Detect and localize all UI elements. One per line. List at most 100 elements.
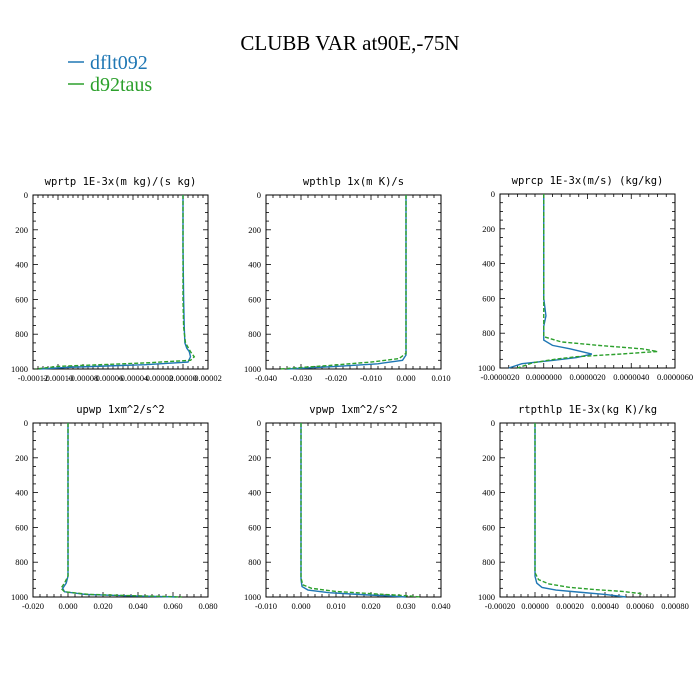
y-tick-label: 600: [248, 522, 261, 532]
x-tick-label: 0.000: [58, 601, 77, 611]
x-tick-label: -0.020: [325, 373, 347, 383]
y-tick-label: 200: [15, 453, 28, 463]
x-tick-label: 0.00060: [626, 601, 654, 611]
series-line-dflt092: [286, 195, 407, 370]
y-tick-label: 600: [482, 293, 495, 303]
x-tick-label: -0.0000020: [481, 372, 520, 382]
x-tick-label: -0.040: [255, 373, 277, 383]
x-tick-label: 0.00040: [591, 601, 619, 611]
x-tick-label: 0.010: [431, 373, 450, 383]
panel-title: upwp 1xm^2/s^2: [76, 404, 165, 416]
y-tick-label: 1000: [244, 592, 261, 602]
y-tick-label: 1000: [11, 592, 28, 602]
x-tick-label: 0.0000040: [613, 372, 649, 382]
x-tick-label: 0.040: [431, 601, 450, 611]
x-tick-label: 0.060: [163, 601, 182, 611]
panel-4: upwp 1xm^2/s^2 0 200 400 600 800 1000-0.020 0.0…: [11, 404, 218, 611]
y-tick-label: 600: [482, 522, 495, 532]
y-tick-label: 0: [491, 189, 495, 199]
x-tick-label: 0.000: [396, 373, 415, 383]
y-tick-label: 800: [15, 557, 28, 567]
y-tick-label: 0: [24, 190, 28, 200]
series-line-dflt092: [534, 423, 627, 598]
x-tick-label: 0.030: [396, 601, 415, 611]
plot-frame: [32, 194, 209, 370]
y-tick-label: 600: [15, 522, 28, 532]
y-tick-label: 800: [248, 557, 261, 567]
y-tick-label: 400: [15, 488, 28, 498]
plot-frame: [499, 193, 676, 369]
y-tick-label: 1000: [244, 364, 261, 374]
plot-frame: [265, 422, 442, 598]
x-tick-label: -0.00010: [43, 373, 73, 383]
x-tick-label: 0.000: [291, 601, 310, 611]
y-tick-label: 1000: [478, 363, 495, 373]
x-tick-label: -0.00006: [93, 373, 123, 383]
x-tick-label: 0.0000060: [657, 372, 693, 382]
panel-1: wprtp 1E-3x(m kg)/(s kg) 0 200 400 600 800 100…: [11, 176, 222, 383]
figure-title: CLUBB VAR at90E,-75N: [240, 31, 459, 55]
panel-title: rtpthlp 1E-3x(kg K)/kg: [518, 404, 657, 416]
y-tick-label: 1000: [11, 364, 28, 374]
panel-title: vpwp 1xm^2/s^2: [309, 404, 398, 416]
x-tick-label: 0.00020: [556, 601, 584, 611]
y-tick-label: 400: [248, 260, 261, 270]
x-tick-label: -0.00004: [118, 373, 149, 383]
x-tick-label: 0.00002: [194, 373, 222, 383]
y-tick-label: 400: [15, 260, 28, 270]
y-tick-label: 0: [257, 190, 261, 200]
x-tick-label: -0.00002: [143, 373, 173, 383]
y-tick-label: 0: [491, 418, 495, 428]
series-line-d92taus: [279, 195, 407, 370]
y-tick-label: 800: [248, 329, 261, 339]
x-tick-label: 0.0000000: [526, 372, 562, 382]
panel-3: wprcp 1E-3x(m/s) (kg/kg) 0 200 400 600 800 100…: [478, 175, 693, 382]
x-tick-label: -0.010: [255, 601, 277, 611]
y-tick-label: 400: [482, 259, 495, 269]
legend-label-d92taus: d92taus: [90, 74, 152, 96]
x-tick-label: -0.020: [22, 601, 44, 611]
x-tick-label: 0.080: [198, 601, 217, 611]
y-tick-label: 800: [15, 329, 28, 339]
y-tick-label: 0: [257, 418, 261, 428]
y-tick-label: 200: [15, 225, 28, 235]
x-tick-label: -0.010: [360, 373, 382, 383]
panel-title: wpthlp 1x(m K)/s: [303, 176, 404, 188]
panel-5: vpwp 1xm^2/s^2 0 200 400 600 800 1000-0.010 0.0…: [244, 404, 451, 611]
series-line-dflt092: [39, 195, 192, 370]
x-tick-label: 0.040: [128, 601, 147, 611]
series-line-d92taus: [300, 423, 421, 598]
x-tick-label: 0.00000: [521, 601, 549, 611]
panels: wprtp 1E-3x(m kg)/(s kg) 0 200 400 600 800 100…: [11, 175, 693, 611]
x-tick-label: -0.00012: [18, 373, 48, 383]
panel-title: wprtp 1E-3x(m kg)/(s kg): [45, 176, 197, 188]
panel-2: wpthlp 1x(m K)/s 0 200 400 600 800 1000-0.040 -…: [244, 176, 451, 383]
y-tick-label: 400: [248, 488, 261, 498]
legend-label-dflt092: dflt092: [90, 52, 148, 74]
legend: dflt092 d92taus: [68, 52, 152, 96]
series-line-d92taus: [60, 423, 182, 598]
y-tick-label: 1000: [478, 592, 495, 602]
y-tick-label: 200: [482, 453, 495, 463]
series-line-dflt092: [61, 423, 177, 598]
y-tick-label: 200: [248, 225, 261, 235]
plot-frame: [499, 422, 676, 598]
y-tick-label: 800: [482, 328, 495, 338]
y-tick-label: 800: [482, 557, 495, 567]
x-tick-label: -0.030: [290, 373, 312, 383]
x-tick-label: 0.00000: [169, 373, 197, 383]
x-tick-label: 0.00080: [661, 601, 689, 611]
series-line-d92taus: [517, 194, 658, 369]
panel-6: rtpthlp 1E-3x(kg K)/kg 0 200 400 600 800 1000-…: [478, 404, 689, 611]
x-tick-label: 0.020: [93, 601, 112, 611]
plot-frame: [32, 422, 209, 598]
y-tick-label: 200: [482, 224, 495, 234]
series-line-dflt092: [508, 194, 593, 369]
series-line-d92taus: [534, 423, 644, 596]
x-tick-label: -0.00008: [68, 373, 98, 383]
series-line-d92taus: [35, 195, 196, 370]
y-tick-label: 200: [248, 453, 261, 463]
y-tick-label: 400: [482, 488, 495, 498]
x-tick-label: 0.0000020: [569, 372, 605, 382]
